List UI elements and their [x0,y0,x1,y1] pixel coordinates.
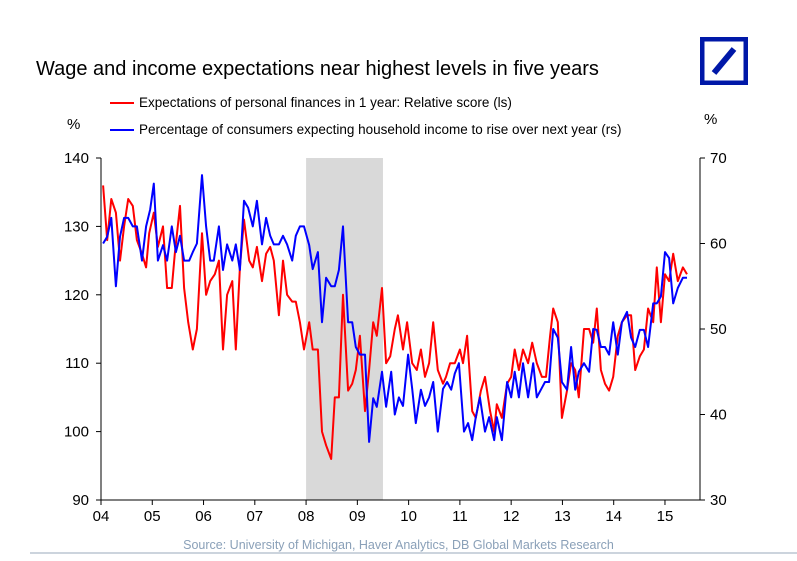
x-tick-label: 04 [93,508,110,525]
legend-swatch-blue [110,128,134,131]
left-tick-label: 140 [64,150,89,167]
right-tick-label: 50 [710,321,727,338]
right-tick-label: 70 [710,150,727,167]
source-note: Source: University of Michigan, Haver An… [183,538,614,552]
right-tick-label: 40 [710,407,727,424]
x-tick-label: 15 [657,508,674,525]
left-axis-unit: % [67,116,81,133]
deutsche-bank-logo [700,37,748,85]
x-tick-label: 07 [246,508,263,525]
right-axis-unit: % [704,111,718,128]
x-tick-label: 12 [503,508,520,525]
left-tick-label: 110 [65,355,89,372]
chart-title: Wage and income expectations near highes… [36,58,599,80]
right-tick-label: 60 [710,236,727,253]
x-tick-label: 08 [298,508,315,525]
series-line-personal-finances [102,185,688,460]
x-tick-label: 11 [452,508,468,525]
legend-item-personal-finances: Expectations of personal finances in 1 y… [110,95,512,110]
left-tick-label: 100 [64,424,89,441]
left-tick-label: 130 [64,218,89,235]
series-line-household-income [102,174,687,443]
legend-label: Expectations of personal finances in 1 y… [139,95,512,110]
x-tick-label: 05 [144,508,161,525]
left-tick-label: 120 [64,287,89,304]
x-tick-label: 10 [400,508,417,525]
legend-item-household-income: Percentage of consumers expecting househ… [110,122,622,137]
legend-label: Percentage of consumers expecting househ… [139,122,622,137]
left-tick-label: 90 [72,492,89,509]
x-tick-label: 09 [349,508,366,525]
right-tick-label: 30 [710,492,727,509]
x-tick-label: 14 [605,508,622,525]
legend-swatch-red [110,101,134,104]
x-tick-label: 13 [554,508,571,525]
x-tick-label: 06 [195,508,212,525]
